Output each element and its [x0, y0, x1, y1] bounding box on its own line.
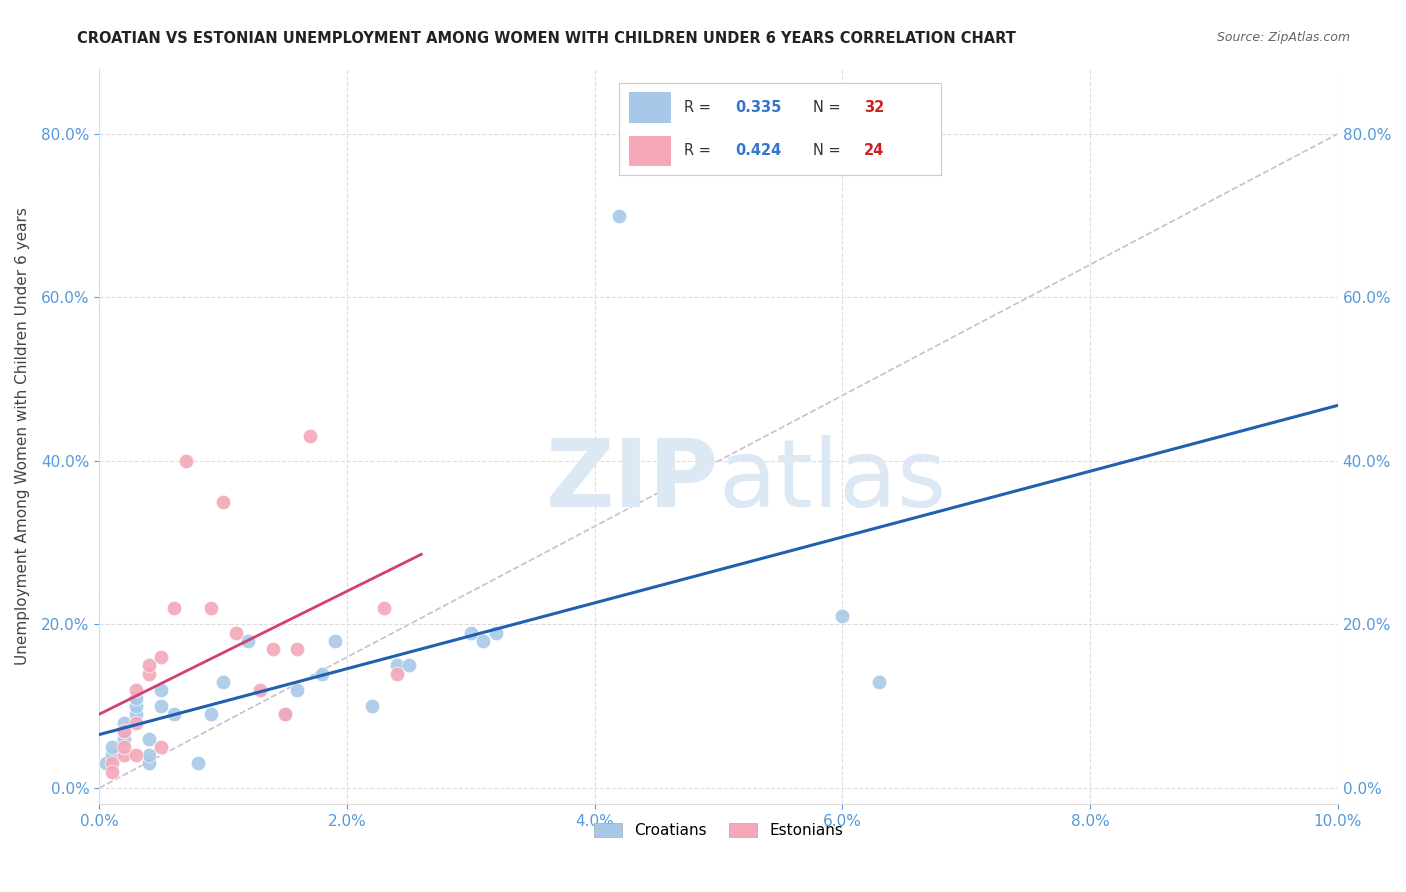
Point [94, 756, 117, 771]
Point [125, 715, 148, 730]
Point [360, 699, 382, 714]
Point [112, 723, 135, 738]
Point [831, 609, 853, 624]
Point [212, 495, 235, 509]
Point [174, 454, 197, 468]
Point [125, 748, 148, 763]
Point [150, 650, 173, 665]
Point [484, 625, 506, 640]
Point [385, 658, 408, 673]
Point [385, 666, 408, 681]
Point [274, 707, 297, 722]
Point [373, 601, 395, 615]
Text: CROATIAN VS ESTONIAN UNEMPLOYMENT AMONG WOMEN WITH CHILDREN UNDER 6 YEARS CORREL: CROATIAN VS ESTONIAN UNEMPLOYMENT AMONG … [77, 31, 1017, 46]
Point [274, 707, 297, 722]
Point [100, 756, 122, 771]
Point [212, 674, 235, 689]
Point [112, 723, 135, 738]
Point [162, 601, 184, 615]
Legend: Croatians, Estonians: Croatians, Estonians [588, 817, 849, 845]
Text: atlas: atlas [718, 434, 946, 526]
Point [249, 682, 271, 697]
Point [150, 699, 173, 714]
Point [460, 625, 482, 640]
Point [125, 707, 148, 722]
Point [236, 633, 259, 648]
Point [138, 666, 160, 681]
Point [112, 715, 135, 730]
Point [398, 658, 420, 673]
Point [125, 691, 148, 706]
Point [287, 682, 309, 697]
Point [869, 674, 891, 689]
Point [138, 658, 160, 673]
Point [287, 642, 309, 657]
Point [262, 642, 284, 657]
Point [323, 633, 346, 648]
Point [100, 748, 122, 763]
Text: Source: ZipAtlas.com: Source: ZipAtlas.com [1216, 31, 1350, 45]
Point [311, 666, 333, 681]
Point [112, 740, 135, 755]
Point [150, 682, 173, 697]
Y-axis label: Unemployment Among Women with Children Under 6 years: Unemployment Among Women with Children U… [15, 208, 30, 665]
Point [150, 740, 173, 755]
Point [472, 633, 495, 648]
Point [125, 682, 148, 697]
Point [609, 209, 631, 223]
Point [100, 764, 122, 779]
Point [138, 731, 160, 746]
Text: ZIP: ZIP [546, 434, 718, 526]
Point [162, 707, 184, 722]
Point [225, 625, 247, 640]
Point [200, 707, 222, 722]
Point [125, 699, 148, 714]
Point [100, 740, 122, 755]
Point [187, 756, 209, 771]
Point [298, 429, 321, 443]
Point [200, 601, 222, 615]
Point [112, 731, 135, 746]
Point [112, 748, 135, 763]
Point [138, 748, 160, 763]
Point [138, 756, 160, 771]
